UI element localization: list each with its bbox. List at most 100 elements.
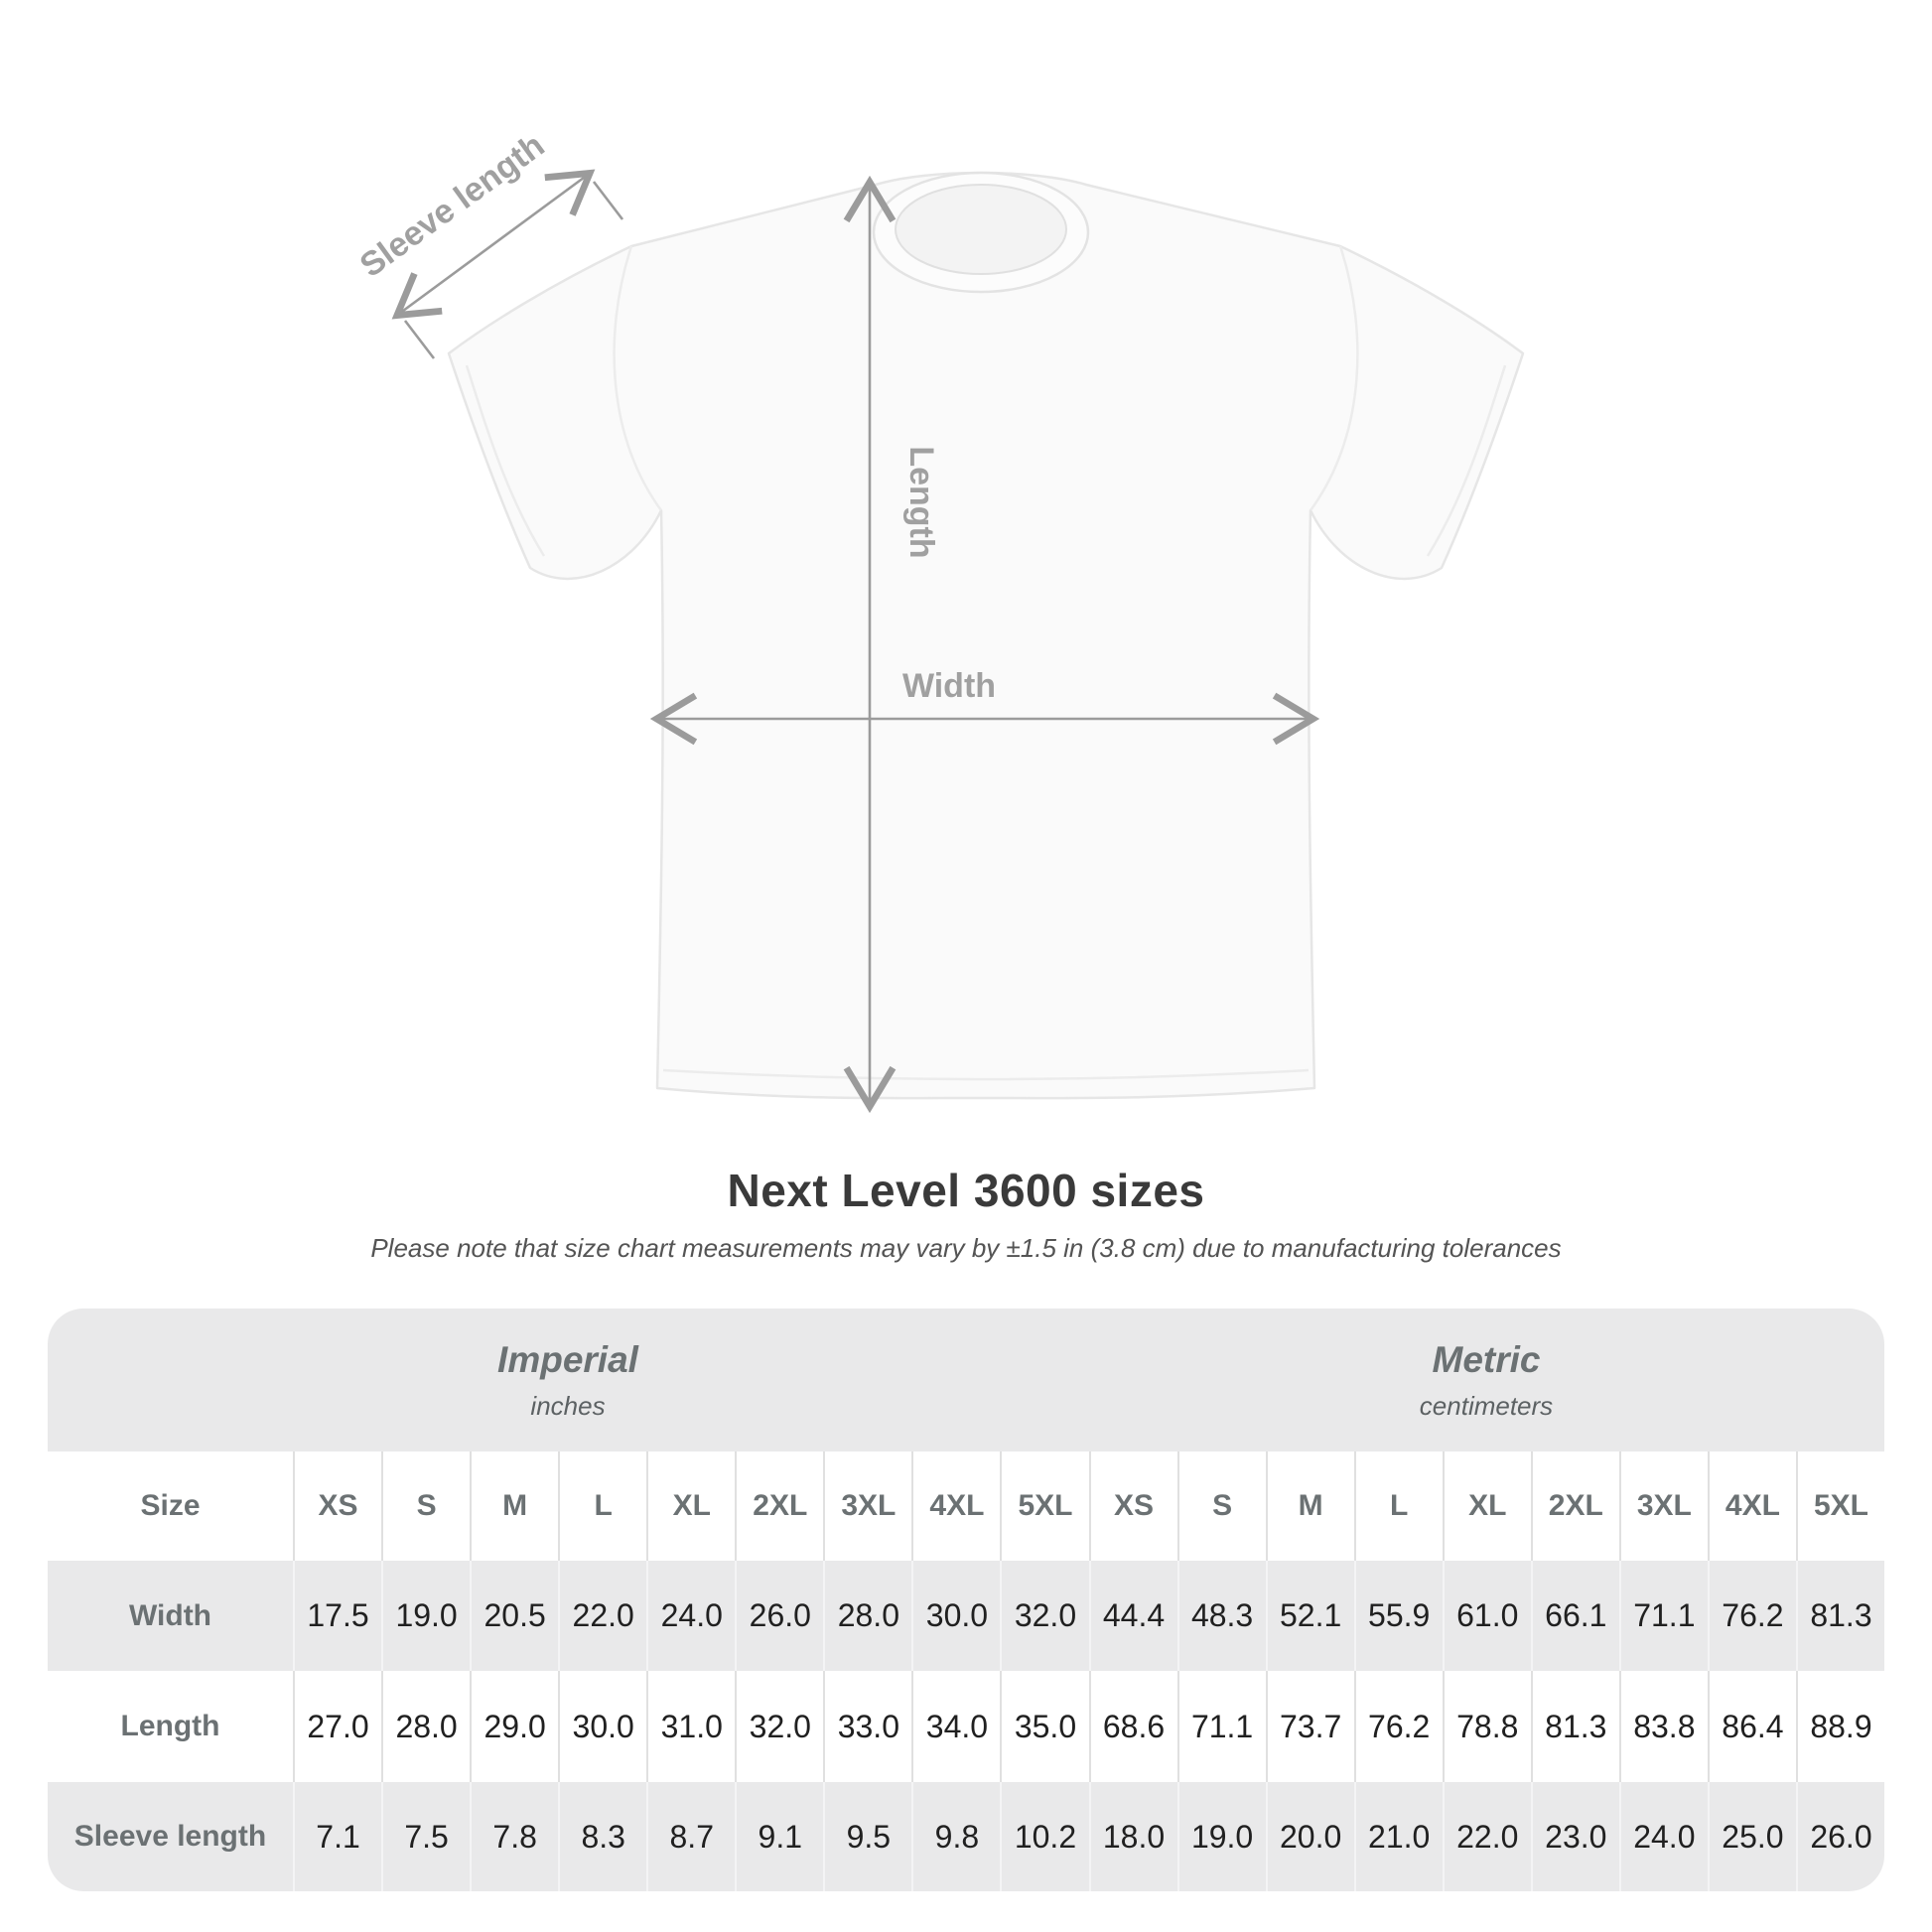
size-col-header: XL — [646, 1451, 735, 1561]
table-cell: 20.0 — [1265, 1782, 1354, 1891]
tshirt-measurement-diagram: Sleeve length Length Width — [353, 126, 1525, 1114]
metric-unit: centimeters — [1419, 1390, 1554, 1421]
table-cell: 81.3 — [1530, 1671, 1619, 1782]
row-header-width: Width — [128, 1598, 212, 1632]
table-cell: 23.0 — [1530, 1782, 1619, 1891]
table-cell: 9.8 — [911, 1782, 1000, 1891]
table-cell: 22.0 — [1442, 1782, 1531, 1891]
size-col-header: S — [381, 1451, 470, 1561]
length-label: Length — [902, 446, 940, 558]
table-cell: 68.6 — [1088, 1671, 1177, 1782]
tshirt-seams — [465, 245, 1507, 1081]
table-cell: 19.0 — [381, 1561, 470, 1671]
page-title: Next Level 3600 sizes — [727, 1165, 1205, 1216]
sleeve-length-arrow — [391, 169, 596, 320]
table-cell: 26.0 — [1795, 1782, 1884, 1891]
size-col-header: 2XL — [735, 1451, 823, 1561]
table-cell: 88.9 — [1795, 1671, 1884, 1782]
size-table: Imperial inches Metric centimeters Size … — [48, 1309, 1884, 1891]
table-cell: 76.2 — [1353, 1671, 1443, 1782]
sleeve-extension-tick-bottom — [403, 320, 436, 359]
sleeve-length-label: Sleeve length — [353, 126, 552, 285]
table-cell: 78.8 — [1442, 1671, 1531, 1782]
table-cell: 73.7 — [1265, 1671, 1354, 1782]
size-col-header: 4XL — [911, 1451, 1000, 1561]
table-cell: 32.0 — [735, 1671, 823, 1782]
size-col-header: XS — [1088, 1451, 1177, 1561]
row-header-sleeve-length: Sleeve length — [73, 1820, 267, 1853]
table-cell: 9.1 — [735, 1782, 823, 1891]
table-cell: 24.0 — [1618, 1782, 1708, 1891]
unit-header-band: Imperial inches Metric centimeters — [48, 1309, 1884, 1451]
size-col-header: L — [1353, 1451, 1443, 1561]
table-cell: 21.0 — [1353, 1782, 1443, 1891]
table-cell: 86.4 — [1707, 1671, 1796, 1782]
table-cell: 8.7 — [646, 1782, 735, 1891]
table-row-width: Width 17.5 19.0 20.5 22.0 24.0 26.0 28.0 30.0 32… — [48, 1561, 1884, 1671]
table-cell: 9.5 — [823, 1782, 911, 1891]
unit-header-metric: Metric centimeters — [1088, 1309, 1884, 1451]
table-cell: 18.0 — [1088, 1782, 1177, 1891]
size-col-header: M — [1265, 1451, 1354, 1561]
table-cell: 20.5 — [470, 1561, 558, 1671]
table-cell: 7.5 — [381, 1782, 470, 1891]
table-cell: 34.0 — [911, 1671, 1000, 1782]
table-cell: 81.3 — [1795, 1561, 1884, 1671]
table-cell: 28.0 — [381, 1671, 470, 1782]
size-col-header: XL — [1442, 1451, 1531, 1561]
table-cell: 30.0 — [558, 1671, 646, 1782]
table-cell: 61.0 — [1442, 1561, 1531, 1671]
size-col-header: XS — [293, 1451, 381, 1561]
size-col-header: 2XL — [1530, 1451, 1619, 1561]
table-cell: 33.0 — [823, 1671, 911, 1782]
size-col-header: 5XL — [1000, 1451, 1088, 1561]
table-cell: 7.1 — [293, 1782, 381, 1891]
tshirt-body — [447, 171, 1525, 1100]
unit-header-imperial: Imperial inches — [48, 1309, 1088, 1451]
table-cell: 8.3 — [558, 1782, 646, 1891]
size-col-header: 4XL — [1707, 1451, 1796, 1561]
table-cell: 83.8 — [1618, 1671, 1708, 1782]
table-row-length: Length 27.0 28.0 29.0 30.0 31.0 32.0 33.0 34.0 3… — [48, 1671, 1884, 1782]
size-col-header: 3XL — [823, 1451, 911, 1561]
table-cell: 32.0 — [1000, 1561, 1088, 1671]
table-cell: 29.0 — [470, 1671, 558, 1782]
size-col-header: 5XL — [1795, 1451, 1884, 1561]
table-cell: 48.3 — [1176, 1561, 1266, 1671]
tolerance-note: Please note that size chart measurements… — [370, 1233, 1562, 1263]
table-cell: 31.0 — [646, 1671, 735, 1782]
table-cell: 52.1 — [1265, 1561, 1354, 1671]
table-cell: 35.0 — [1000, 1671, 1088, 1782]
table-cell: 10.2 — [1000, 1782, 1088, 1891]
table-cell: 44.4 — [1088, 1561, 1177, 1671]
table-cell: 7.8 — [470, 1782, 558, 1891]
table-cell: 27.0 — [293, 1671, 381, 1782]
size-col-header: S — [1176, 1451, 1266, 1561]
table-cell: 26.0 — [735, 1561, 823, 1671]
size-col-header: 3XL — [1618, 1451, 1708, 1561]
table-cell: 30.0 — [911, 1561, 1000, 1671]
size-header-row: Size XS S M L XL 2XL 3XL 4XL 5XL XS S M L XL 2XL 3XL 4XL… — [48, 1451, 1884, 1561]
imperial-unit: inches — [530, 1390, 606, 1421]
table-cell: 17.5 — [293, 1561, 381, 1671]
size-col-header: M — [470, 1451, 558, 1561]
collar-inner — [895, 184, 1067, 275]
tshirt-illustration — [447, 171, 1525, 1100]
table-cell: 25.0 — [1707, 1782, 1796, 1891]
table-cell: 66.1 — [1530, 1561, 1619, 1671]
row-header-length: Length — [120, 1710, 220, 1742]
table-cell: 24.0 — [646, 1561, 735, 1671]
sleeve-extension-tick-top — [592, 181, 624, 220]
imperial-label: Imperial — [497, 1338, 638, 1380]
table-cell: 71.1 — [1618, 1561, 1708, 1671]
heading-block: Next Level 3600 sizes Please note that s… — [0, 1164, 1932, 1264]
table-cell: 76.2 — [1707, 1561, 1796, 1671]
row-header-size: Size — [140, 1489, 201, 1522]
table-cell: 19.0 — [1176, 1782, 1266, 1891]
size-col-header: L — [558, 1451, 646, 1561]
table-row-sleeve-length: Sleeve length 7.1 7.5 7.8 8.3 8.7 9.1 9.5 9.8 10… — [48, 1782, 1884, 1891]
table-cell: 28.0 — [823, 1561, 911, 1671]
metric-label: Metric — [1432, 1338, 1541, 1380]
width-label: Width — [902, 667, 996, 705]
